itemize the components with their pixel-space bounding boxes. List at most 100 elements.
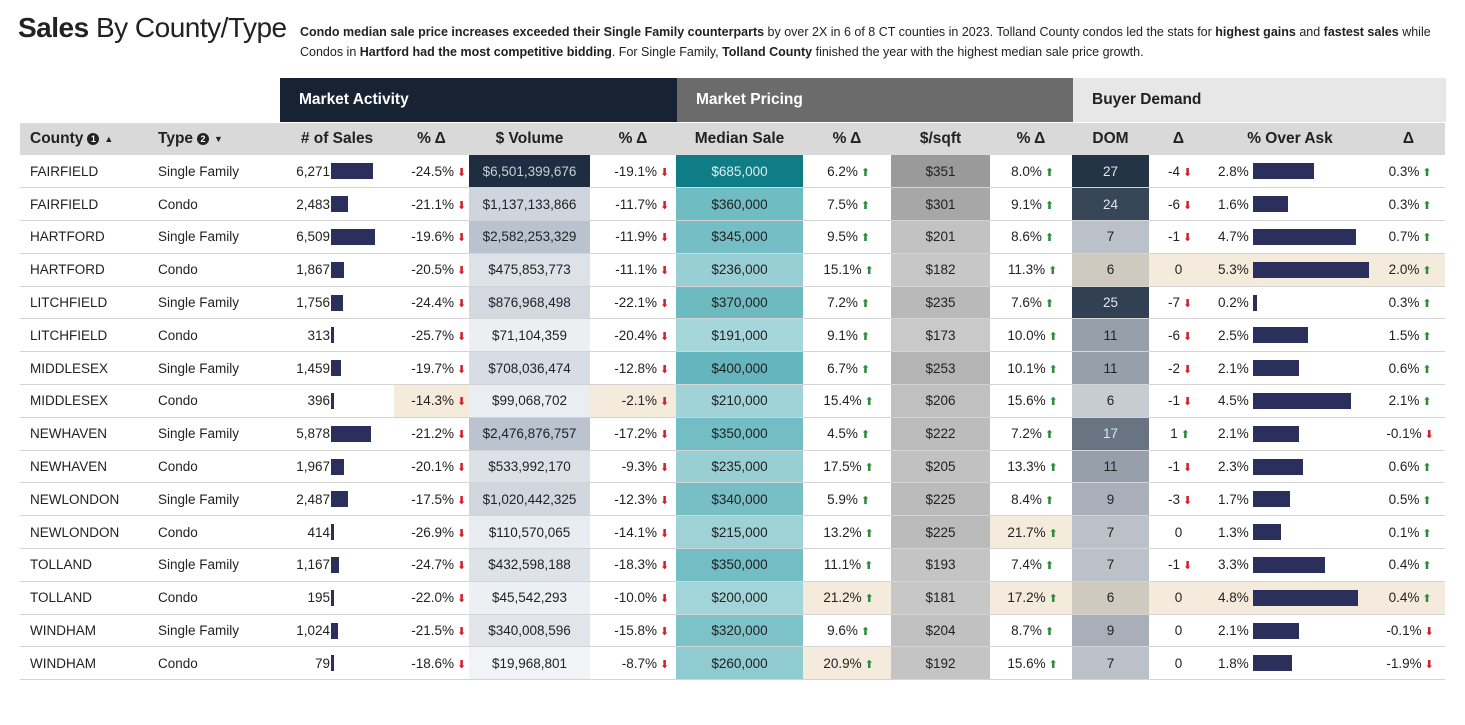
volume-pct-value: -10.0% bbox=[614, 590, 657, 606]
table-row[interactable]: WINDHAM Condo 79 -18.6% ⬇ $19,968,801 -8.7% ⬇ $2… bbox=[20, 646, 1445, 681]
volume-pct-cell: -12.8% ⬇ bbox=[590, 351, 676, 386]
dom-value: 11 bbox=[1103, 327, 1118, 343]
sqft-value: $206 bbox=[925, 393, 956, 409]
table-row[interactable]: NEWLONDON Condo 414 -26.9% ⬇ $110,570,065 -14.… bbox=[20, 515, 1445, 550]
dom-value: 7 bbox=[1106, 229, 1115, 245]
sales-value: 1,167 bbox=[296, 557, 330, 573]
col-header-median-pct[interactable]: % Δ bbox=[803, 123, 891, 155]
col-header-volume[interactable]: $ Volume bbox=[469, 123, 590, 155]
type-label: Single Family bbox=[158, 229, 240, 245]
up-arrow-icon: ⬆ bbox=[1048, 462, 1058, 475]
table-row[interactable]: TOLLAND Condo 195 -22.0% ⬇ $45,542,293 -10.0% ⬇… bbox=[20, 581, 1445, 615]
table-row[interactable]: MIDDLESEX Single Family 1,459 -19.7% ⬇ $708,0… bbox=[20, 351, 1445, 386]
col-header-county[interactable]: County 1 ▲ bbox=[20, 123, 148, 155]
col-header-dom-delta[interactable]: Δ bbox=[1149, 123, 1208, 155]
volume-cell: $1,020,442,325 bbox=[469, 482, 590, 517]
table-row[interactable]: HARTFORD Single Family 6,509 -19.6% ⬇ $2,582,… bbox=[20, 220, 1445, 254]
volume-pct-value: -20.4% bbox=[614, 327, 657, 343]
type-cell: Condo bbox=[148, 253, 280, 287]
overask-cell: 2.1% bbox=[1208, 417, 1372, 451]
info-icon[interactable]: 2 bbox=[197, 132, 210, 145]
sort-desc-icon[interactable]: ▼ bbox=[214, 133, 223, 144]
volume-pct-value: -17.2% bbox=[614, 426, 657, 442]
up-arrow-icon: ⬆ bbox=[1422, 298, 1432, 311]
up-arrow-icon: ⬆ bbox=[864, 396, 874, 409]
type-label: Condo bbox=[158, 393, 198, 409]
sales-cell: 195 bbox=[280, 581, 394, 615]
sqft-cell: $301 bbox=[891, 187, 990, 222]
col-header-type[interactable]: Type 2 ▼ bbox=[148, 123, 280, 155]
table-row[interactable]: NEWHAVEN Single Family 5,878 -21.2% ⬇ $2,476,… bbox=[20, 417, 1445, 451]
table-row[interactable]: NEWHAVEN Condo 1,967 -20.1% ⬇ $533,992,170 -9.… bbox=[20, 450, 1445, 484]
col-header-overask[interactable]: % Over Ask bbox=[1208, 123, 1372, 155]
sales-cell: 396 bbox=[280, 384, 394, 418]
sqft-pct-value: 17.2% bbox=[1007, 590, 1046, 606]
table-row[interactable]: WINDHAM Single Family 1,024 -21.5% ⬇ $340,008… bbox=[20, 614, 1445, 648]
dom-cell: 7 bbox=[1072, 515, 1149, 550]
col-header-overask-delta[interactable]: Δ bbox=[1372, 123, 1445, 155]
sqft-pct-value: 13.3% bbox=[1007, 459, 1046, 475]
table-row[interactable]: FAIRFIELD Condo 2,483 -21.1% ⬇ $1,137,133,866… bbox=[20, 187, 1445, 222]
table-row[interactable]: LITCHFIELD Condo 313 -25.7% ⬇ $71,104,359 -20.… bbox=[20, 318, 1445, 353]
table-row[interactable]: TOLLAND Single Family 1,167 -24.7% ⬇ $432,598… bbox=[20, 548, 1445, 582]
median-value: $685,000 bbox=[711, 163, 768, 179]
col-header-median[interactable]: Median Sale bbox=[676, 123, 803, 155]
sqft-pct-cell: 8.4% ⬆ bbox=[990, 482, 1072, 517]
volume-value: $2,476,876,757 bbox=[482, 426, 577, 442]
median-value: $340,000 bbox=[711, 491, 768, 507]
type-cell: Single Family bbox=[148, 286, 280, 320]
table-row[interactable]: NEWLONDON Single Family 2,487 -17.5% ⬇ $1,020… bbox=[20, 482, 1445, 517]
sales-bar bbox=[331, 360, 341, 377]
sqft-pct-cell: 9.1% ⬆ bbox=[990, 187, 1072, 222]
overask-bar bbox=[1253, 228, 1356, 245]
col-header-sales[interactable]: # of Sales bbox=[280, 123, 394, 155]
volume-pct-cell: -17.2% ⬇ bbox=[590, 417, 676, 451]
sales-value: 1,756 bbox=[296, 295, 330, 311]
volume-cell: $71,104,359 bbox=[469, 318, 590, 353]
dom-cell: 9 bbox=[1072, 614, 1149, 648]
col-header-sqft-pct[interactable]: % Δ bbox=[990, 123, 1072, 155]
down-arrow-icon: ⬇ bbox=[660, 298, 670, 311]
sales-value: 1,459 bbox=[296, 360, 330, 376]
desc-part: finished the year with the highest media… bbox=[812, 45, 1144, 59]
overask-cell: 1.8% bbox=[1208, 646, 1372, 681]
col-header-sales-pct[interactable]: % Δ bbox=[394, 123, 469, 155]
sqft-cell: $173 bbox=[891, 318, 990, 353]
overask-cell: 2.8% bbox=[1208, 155, 1372, 189]
overask-delta-cell: 0.1% ⬆ bbox=[1372, 515, 1445, 550]
volume-cell: $99,068,702 bbox=[469, 384, 590, 418]
sales-value: 2,483 bbox=[296, 196, 330, 212]
median-pct-cell: 7.2% ⬆ bbox=[803, 286, 891, 320]
col-header-dom[interactable]: DOM bbox=[1072, 123, 1149, 155]
sqft-cell: $351 bbox=[891, 155, 990, 189]
col-header-sqft[interactable]: $/sqft bbox=[891, 123, 990, 155]
table-row[interactable]: HARTFORD Condo 1,867 -20.5% ⬇ $475,853,773 -11… bbox=[20, 253, 1445, 287]
overask-delta-value: -0.1% bbox=[1386, 623, 1422, 639]
sqft-cell: $225 bbox=[891, 515, 990, 550]
info-icon[interactable]: 1 bbox=[87, 132, 100, 145]
median-cell: $350,000 bbox=[676, 548, 803, 582]
up-arrow-icon: ⬆ bbox=[860, 330, 871, 343]
col-header-volume-pct[interactable]: % Δ bbox=[590, 123, 676, 155]
table-row[interactable]: LITCHFIELD Single Family 1,756 -24.4% ⬇ $876,… bbox=[20, 286, 1445, 320]
volume-pct-value: -12.8% bbox=[614, 360, 657, 376]
dom-delta-cell: -6 ⬇ bbox=[1149, 187, 1208, 222]
sqft-pct-value: 9.1% bbox=[1011, 196, 1042, 212]
up-arrow-icon: ⬆ bbox=[864, 462, 874, 475]
down-arrow-icon: ⬇ bbox=[457, 527, 467, 540]
sort-asc-icon[interactable]: ▲ bbox=[104, 133, 114, 144]
median-pct-value: 7.2% bbox=[827, 295, 858, 311]
overask-bar bbox=[1253, 589, 1358, 606]
volume-pct-cell: -11.1% ⬇ bbox=[590, 253, 676, 287]
up-arrow-icon: ⬆ bbox=[1422, 462, 1432, 475]
overask-delta-value: 0.4% bbox=[1388, 557, 1420, 573]
table-row[interactable]: MIDDLESEX Condo 396 -14.3% ⬇ $99,068,702 -2.1%… bbox=[20, 384, 1445, 418]
up-arrow-icon: ⬆ bbox=[1048, 658, 1058, 671]
median-value: $236,000 bbox=[711, 262, 768, 278]
down-arrow-icon: ⬇ bbox=[1183, 560, 1193, 573]
table-row[interactable]: FAIRFIELD Single Family 6,271 -24.5% ⬇ $6,501… bbox=[20, 155, 1445, 189]
sales-value: 79 bbox=[314, 655, 330, 671]
overask-cell: 2.3% bbox=[1208, 450, 1372, 484]
overask-cell: 0.2% bbox=[1208, 286, 1372, 320]
title-rest: By County/Type bbox=[95, 12, 287, 43]
